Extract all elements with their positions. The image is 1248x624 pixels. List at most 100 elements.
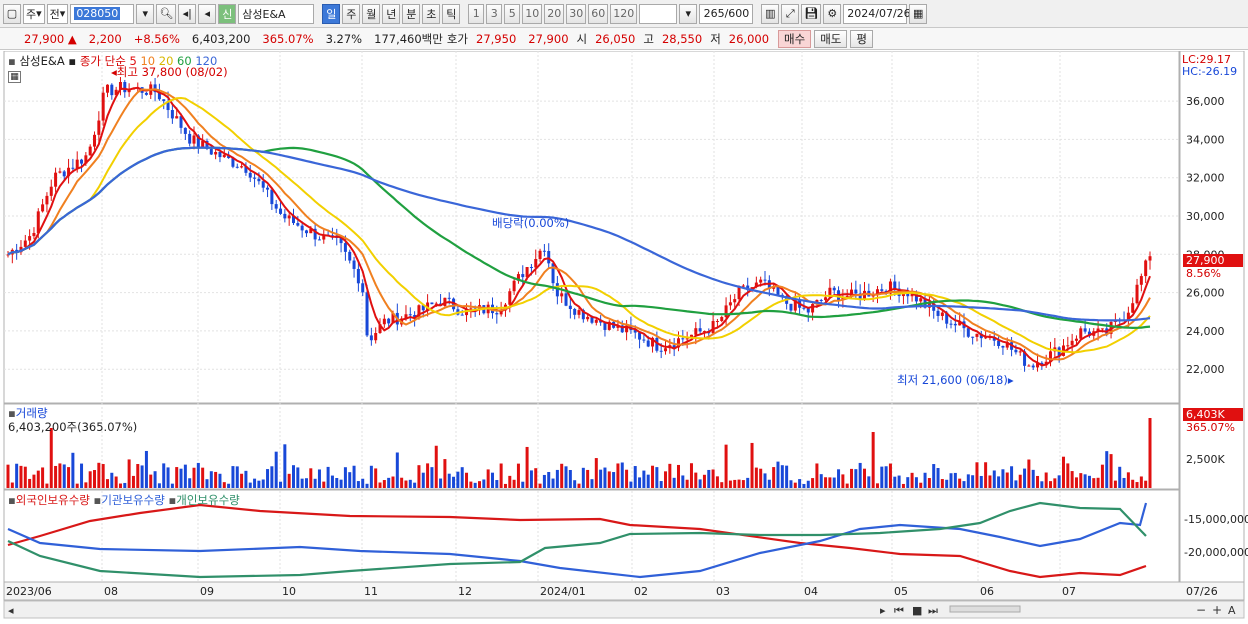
buy-button[interactable]: 매수 (778, 29, 812, 48)
volume-bar (711, 469, 715, 488)
date-input[interactable]: 2024/07/26 (843, 3, 911, 24)
interval-120-button[interactable]: 120 (610, 3, 638, 24)
calculator-icon[interactable]: ▦ (8, 71, 21, 83)
volume-bar (681, 475, 685, 488)
candle-body (685, 338, 689, 340)
fast-forward-icon[interactable]: ⏭ (928, 604, 938, 617)
volume-bar (231, 466, 235, 488)
candle-body (417, 305, 421, 319)
chart-options-icon[interactable]: ▪ (8, 54, 16, 68)
volume-bar (153, 471, 157, 488)
zoom-slider[interactable] (949, 605, 1021, 613)
candle-body (1005, 342, 1009, 348)
candle-body (689, 334, 693, 339)
candle-body (958, 321, 962, 326)
interval-5-button[interactable]: 5 (504, 3, 521, 24)
interval-60-button[interactable]: 60 (588, 3, 609, 24)
interval-20-button[interactable]: 20 (544, 3, 565, 24)
draw-tool-icon[interactable]: ⤢ (781, 3, 800, 24)
candle-body (41, 204, 45, 212)
candle-body (382, 318, 386, 325)
candle-body (67, 167, 71, 177)
volume-bar (1092, 478, 1096, 488)
stock-name-field[interactable]: 삼성E&A (238, 3, 315, 24)
period-second-tab[interactable]: 초 (422, 3, 441, 24)
volume-bar (162, 463, 166, 488)
period-year-tab[interactable]: 년 (382, 3, 401, 24)
period-day-tab[interactable]: 일 (322, 3, 341, 24)
volume-bar (728, 480, 732, 488)
volume-bar (32, 474, 36, 488)
legend-ma-type: 종가 단순 (79, 54, 126, 68)
prev-stock-icon[interactable]: ◂ (198, 3, 217, 24)
volume-bar (815, 463, 819, 488)
window-icon[interactable]: ▢ (3, 3, 21, 24)
candle-body (607, 321, 611, 330)
interval-10-button[interactable]: 10 (522, 3, 543, 24)
candle-body (642, 339, 646, 341)
interval-custom-input[interactable] (639, 3, 678, 24)
volume-bar (538, 483, 542, 488)
candle-body (1139, 276, 1143, 285)
volume-bar (473, 482, 477, 488)
volume-bar (192, 467, 196, 488)
volume-bar (910, 472, 914, 488)
period-week-tab[interactable]: 주 (342, 3, 361, 24)
scroll-left-icon[interactable]: ◂ (8, 604, 14, 617)
candle-body (162, 99, 166, 102)
candle-body (313, 228, 317, 240)
zoom-out-icon[interactable]: − (1196, 603, 1206, 617)
last-price-tag-bg (1183, 254, 1243, 267)
chart-type-icon[interactable]: ▥ (761, 3, 780, 24)
save-icon[interactable]: 💾︎ (801, 3, 822, 24)
calendar-icon[interactable]: ▦ (909, 3, 928, 24)
stock-chart-svg[interactable]: 22,00024,00026,00028,00030,00032,00034,0… (0, 50, 1248, 621)
candle-body (300, 225, 304, 231)
interval-1-button[interactable]: 1 (468, 3, 485, 24)
font-size-icon[interactable]: A (1228, 604, 1236, 617)
candle-body (257, 178, 261, 182)
period-month-tab[interactable]: 월 (362, 3, 381, 24)
stop-icon[interactable]: ■ (912, 604, 922, 617)
stock-code-input[interactable]: 028050 (70, 3, 135, 24)
interval-30-button[interactable]: 30 (566, 3, 587, 24)
period-main-select[interactable]: 주 ▾ (23, 3, 45, 24)
period-tick-tab[interactable]: 틱 (442, 3, 461, 24)
scroll-right-icon[interactable]: ▸ (880, 604, 886, 617)
volume-bar (127, 459, 131, 488)
rewind-icon[interactable]: ⏮ (894, 604, 904, 617)
volume-bar (525, 446, 529, 488)
prev-select[interactable]: 전 ▾ (46, 3, 69, 24)
count-input[interactable]: 265/600 (699, 3, 754, 24)
candle-body (573, 308, 577, 315)
sell-button[interactable]: 매도 (814, 29, 848, 48)
volume-bar (776, 461, 780, 488)
volume-bar (555, 469, 559, 488)
volume-bar (975, 462, 979, 488)
x-tick-label: 02 (634, 585, 648, 598)
candle-body (793, 300, 797, 311)
zoom-in-icon[interactable]: + (1212, 603, 1222, 617)
volume-bar (616, 463, 620, 488)
volume-bar (300, 478, 304, 488)
volume-bar (62, 464, 66, 488)
search-icon[interactable]: 🔍︎ (156, 3, 177, 24)
chart-scrollbar[interactable] (3, 600, 1245, 619)
settings-gear-icon[interactable]: ⚙ (823, 3, 842, 24)
candle-body (166, 101, 170, 111)
volume-bar (131, 475, 135, 488)
volume-bar (1070, 471, 1074, 488)
volume-bar (317, 469, 321, 488)
period-minute-tab[interactable]: 분 (402, 3, 421, 24)
candle-body (858, 293, 862, 300)
eval-button[interactable]: 평 (850, 29, 873, 48)
volume-bar (149, 474, 153, 488)
volume-bar (196, 462, 200, 488)
interval-dropdown[interactable]: ▾ (679, 3, 698, 24)
chart-area[interactable]: 22,00024,00026,00028,00030,00032,00034,0… (0, 50, 1248, 621)
code-dropdown-button[interactable]: ▾ (136, 3, 155, 24)
volume-bar (23, 466, 27, 488)
sound-icon[interactable]: ◂| (178, 3, 197, 24)
candle-body (711, 321, 715, 334)
interval-3-button[interactable]: 3 (486, 3, 503, 24)
